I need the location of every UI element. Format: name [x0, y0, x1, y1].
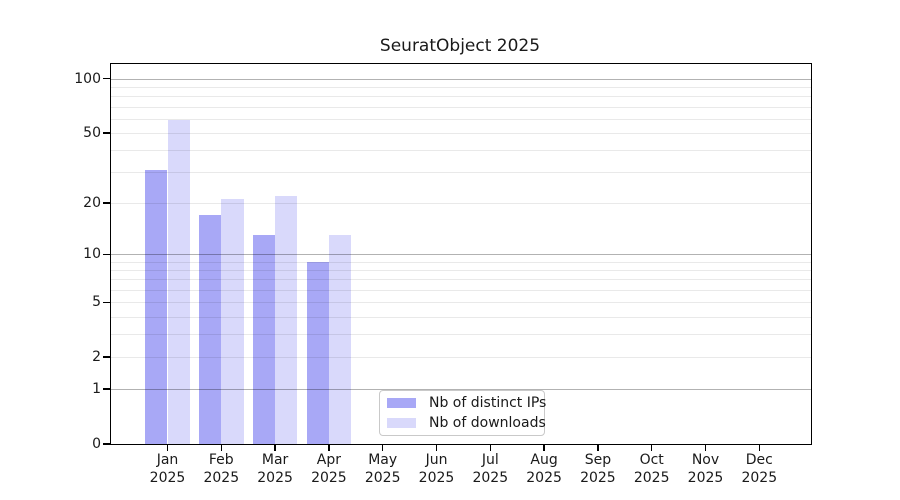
- legend-swatch-distinct-ips: [387, 398, 416, 408]
- gridline-60: [111, 118, 811, 120]
- legend-swatch-downloads: [387, 418, 416, 428]
- y-tick-label-50: 50: [83, 124, 101, 141]
- x-tick-label-mar: Mar 2025: [257, 452, 293, 486]
- bar-ips-feb: [199, 215, 222, 444]
- y-tick-5: [102, 301, 110, 303]
- bar-downloads-feb: [221, 199, 244, 444]
- x-tick-label-feb: Feb 2025: [203, 452, 240, 486]
- y-tick-label-20: 20: [83, 195, 101, 212]
- gridline-30: [111, 172, 811, 174]
- y-tick-label-1: 1: [92, 381, 101, 398]
- x-tick-label-nov: Nov 2025: [687, 452, 724, 486]
- x-tick-jul: [489, 444, 491, 451]
- x-tick-label-dec: Dec 2025: [741, 452, 778, 486]
- y-tick-label-100: 100: [74, 70, 101, 87]
- y-tick-label-5: 5: [92, 294, 101, 311]
- x-tick-oct: [651, 444, 653, 451]
- bar-downloads-jan: [167, 119, 190, 444]
- bar-downloads-mar: [275, 195, 298, 444]
- y-tick-100: [102, 78, 110, 80]
- chart-title: SeuratObject 2025: [379, 36, 541, 56]
- legend-box: Nb of distinct IPs Nb of downloads: [379, 390, 547, 436]
- y-tick-20: [102, 202, 110, 204]
- gridline-20: [111, 203, 811, 205]
- y-tick-1: [102, 388, 110, 390]
- x-tick-label-oct: Oct 2025: [633, 452, 670, 486]
- x-tick-aug: [543, 444, 545, 451]
- bar-downloads-apr: [328, 235, 352, 444]
- legend-label-distinct-ips: Nb of distinct IPs: [429, 395, 547, 411]
- x-tick-mar: [274, 444, 276, 451]
- y-tick-10: [102, 253, 110, 255]
- bar-ips-jan: [145, 169, 168, 444]
- bar-ips-mar: [252, 235, 276, 444]
- x-tick-label-may: May 2025: [364, 452, 401, 486]
- x-tick-label-jul: Jul 2025: [472, 452, 509, 486]
- y-tick-50: [102, 132, 110, 134]
- y-tick-0: [102, 443, 110, 445]
- plot-area: 0 1 2 5 10 20 50 100 Jan 2025 Feb 2025 Mar 2025 Ap…: [74, 63, 812, 486]
- x-tick-sep: [597, 444, 599, 451]
- gridline-70: [111, 106, 811, 108]
- x-tick-label-jun: Jun 2025: [418, 452, 455, 486]
- gridline-90: [111, 87, 811, 88]
- x-tick-nov: [704, 444, 707, 451]
- x-tick-dec: [758, 444, 760, 451]
- x-tick-label-sep: Sep 2025: [580, 452, 616, 486]
- x-tick-label-apr: Apr 2025: [311, 452, 347, 486]
- legend-item-distinct-ips: Nb of distinct IPs: [387, 395, 547, 411]
- y-tick-label-0: 0: [92, 436, 101, 452]
- x-tick-jun: [435, 444, 438, 451]
- legend-item-downloads: Nb of downloads: [387, 415, 546, 431]
- gridline-40: [111, 150, 811, 152]
- gridline-100: [111, 78, 811, 80]
- x-tick-label-jan: Jan 2025: [149, 452, 186, 486]
- y-tick-2: [102, 356, 110, 358]
- x-tick-may: [382, 444, 384, 451]
- gridline-50: [111, 132, 811, 134]
- y-tick-label-10: 10: [83, 246, 101, 263]
- x-tick-apr: [328, 444, 330, 451]
- x-tick-feb: [220, 444, 222, 451]
- gridline-80: [111, 96, 811, 98]
- legend-label-downloads: Nb of downloads: [429, 415, 546, 431]
- x-tick-jan: [166, 444, 169, 451]
- x-tick-label-aug: Aug 2025: [526, 452, 562, 486]
- y-tick-label-2: 2: [92, 349, 101, 366]
- bar-ips-apr: [306, 261, 329, 444]
